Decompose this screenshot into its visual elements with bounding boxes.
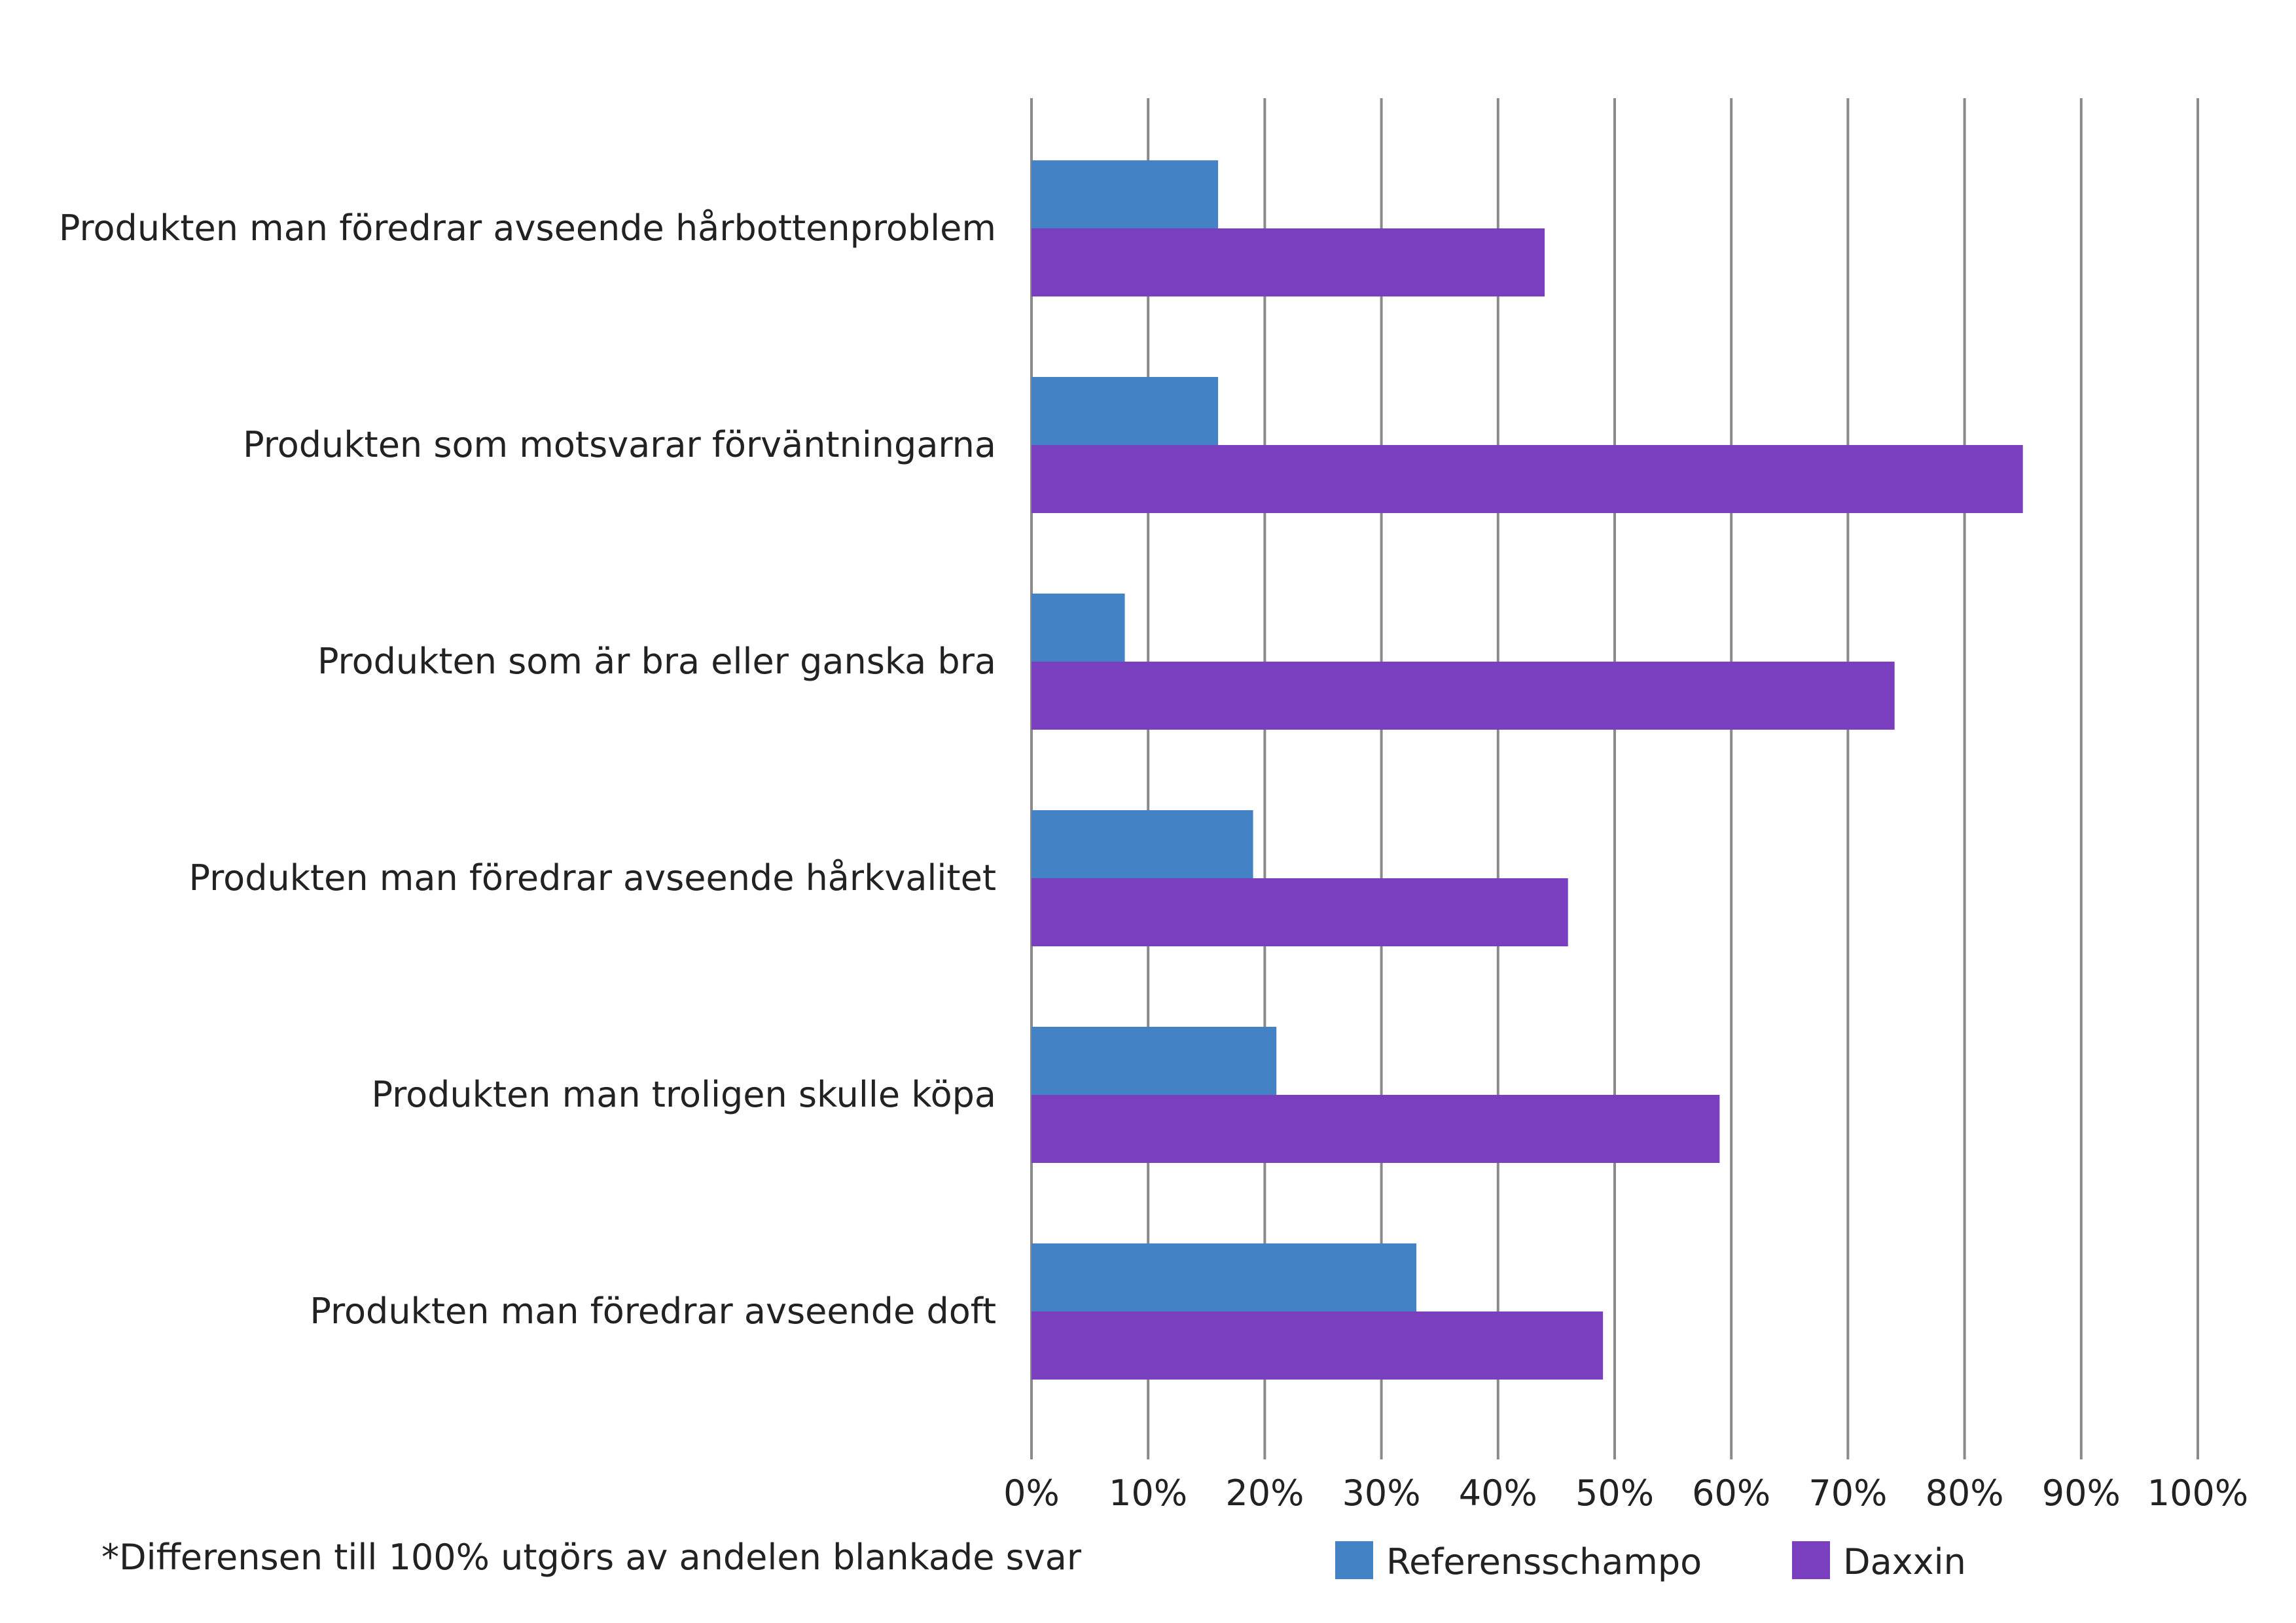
x-tick-label: 40% [1459, 1472, 1537, 1514]
legend-label-referensschampo: Referensschampo [1386, 1541, 1702, 1582]
category-label: Produkten som är bra eller ganska bra [317, 641, 996, 682]
footnote: *Differensen till 100% utgörs av andelen… [101, 1537, 1082, 1578]
bars [1031, 160, 2023, 1380]
x-tick-label: 50% [1575, 1472, 1654, 1514]
legend-label-daxxin: Daxxin [1843, 1541, 1966, 1582]
x-tick-label: 30% [1342, 1472, 1421, 1514]
legend-swatch-daxxin [1792, 1541, 1830, 1579]
x-tick-label: 70% [1808, 1472, 1887, 1514]
bar-daxxin-1 [1031, 228, 1545, 296]
bar-referensschampo-6 [1031, 1243, 1417, 1311]
bar-daxxin-2 [1031, 445, 2023, 513]
bar-daxxin-5 [1031, 1095, 1720, 1163]
gridlines [1030, 98, 2199, 1459]
x-tick-labels: 0% 10% 20% 30% 40% 50% 60% 70% 80% 90% 100% [1003, 1472, 2248, 1514]
bar-daxxin-6 [1031, 1311, 1604, 1380]
bar-referensschampo-5 [1031, 1027, 1277, 1095]
bar-daxxin-3 [1031, 662, 1895, 730]
legend: Referensschampo Daxxin [1335, 1541, 1966, 1582]
category-label: Produkten som motsvarar förväntningarna [243, 424, 996, 465]
bar-referensschampo-1 [1031, 160, 1219, 228]
category-label: Produkten man föredrar avseende hårkvali… [189, 857, 996, 899]
category-label: Produkten man föredrar avseende hårbotte… [59, 207, 996, 249]
x-tick-label: 90% [2042, 1472, 2121, 1514]
x-tick-label: 20% [1225, 1472, 1304, 1514]
x-tick-label: 10% [1109, 1472, 1187, 1514]
bar-referensschampo-2 [1031, 377, 1219, 445]
x-tick-label: 0% [1003, 1472, 1060, 1514]
category-labels: Produkten man föredrar avseende hårbotte… [59, 207, 996, 1332]
x-tick-label: 80% [1926, 1472, 2004, 1514]
bar-referensschampo-4 [1031, 810, 1253, 878]
x-tick-label: 60% [1692, 1472, 1770, 1514]
x-tick-label: 100% [2147, 1472, 2248, 1514]
bar-referensschampo-3 [1031, 594, 1125, 662]
category-label: Produkten man föredrar avseende doft [310, 1291, 996, 1332]
category-label: Produkten man troligen skulle köpa [371, 1074, 996, 1115]
bar-daxxin-4 [1031, 878, 1568, 946]
legend-swatch-referensschampo [1335, 1541, 1373, 1579]
